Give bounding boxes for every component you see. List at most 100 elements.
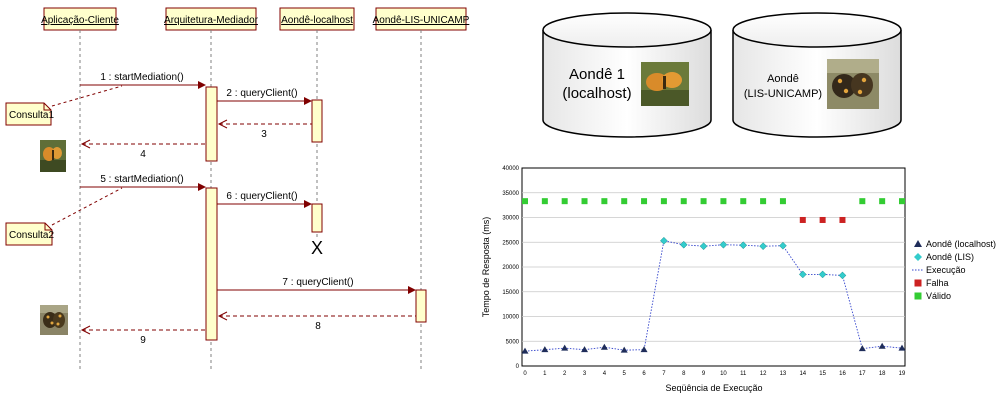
data-point-v-lido	[700, 198, 707, 205]
database-aonde-lis-unicamp: Aondê (LIS-UNICAMP)	[732, 12, 902, 138]
y-tick-label: 0	[516, 364, 520, 370]
data-point-v-lido	[561, 198, 568, 205]
data-point-aond-lis	[739, 241, 748, 250]
database-title: Aondê 1	[569, 66, 625, 83]
data-point-aond-localhost	[878, 342, 886, 349]
data-point-aond-lis	[679, 240, 688, 249]
database-subtitle: (localhost)	[562, 85, 631, 102]
x-tick-label: 0	[523, 371, 527, 377]
x-tick-label: 7	[662, 371, 666, 377]
message-3: 3	[217, 119, 312, 140]
brown-butterfly-photo	[40, 305, 68, 335]
orange-butterfly-photo	[40, 140, 66, 172]
brown-butterfly-photo	[827, 59, 879, 109]
message-label: 3	[261, 129, 267, 140]
data-point-aond-localhost	[858, 345, 866, 352]
legend-marker-aond-lis	[914, 253, 922, 261]
x-tick-label: 3	[583, 371, 587, 377]
data-point-aond-localhost	[620, 346, 628, 353]
x-tick-label: 16	[839, 371, 846, 377]
y-tick-label: 10000	[502, 315, 519, 321]
y-tick-label: 5000	[506, 339, 520, 345]
data-point-v-lido	[760, 198, 767, 205]
chart-series	[521, 198, 906, 354]
response-time-chart: 0 5000 10000 15000 20000 25000 30000 35000 40000…	[481, 166, 996, 393]
legend-marker-falha	[914, 279, 922, 287]
note-consulta1: Consulta1	[5, 85, 123, 126]
message-label: 1 : startMediation()	[100, 72, 183, 83]
data-point-v-lido	[541, 198, 548, 205]
lifeline-label: Arquitetura-Mediador	[164, 15, 259, 26]
message-9: 9	[80, 325, 206, 346]
x-tick-label: 17	[859, 371, 866, 377]
x-tick-label: 9	[702, 371, 706, 377]
message-8: 8	[217, 311, 416, 332]
legend-label: Falha	[926, 278, 949, 288]
chart-legend: Aondê (localhost) Aondê (LIS) Execução Falh…	[912, 239, 996, 301]
activation-bar	[205, 187, 218, 341]
y-tick-label: 40000	[502, 166, 519, 172]
data-point-aond-localhost	[521, 347, 529, 354]
y-tick-label: 15000	[502, 290, 519, 296]
message-label: 6 : queryClient()	[226, 191, 297, 202]
sequence-diagram: Aplicação-Cliente Arquitetura-Mediador A…	[5, 7, 470, 370]
x-tick-label: 6	[642, 371, 646, 377]
message-label: 2 : queryClient()	[226, 88, 297, 99]
data-point-aond-lis	[838, 271, 847, 280]
note-label: Consulta2	[9, 230, 54, 241]
x-tick-label: 10	[720, 371, 727, 377]
x-tick-label: 5	[623, 371, 627, 377]
data-point-v-lido	[581, 198, 588, 205]
x-axis-label: Seqüência de Execução	[665, 383, 762, 393]
x-tick-label: 8	[682, 371, 686, 377]
x-axis-ticks: 0 1 2 3 4 5 6 7 8 9 10 11 12 13 14 15 16 17 18 19	[523, 371, 906, 377]
y-tick-label: 25000	[502, 240, 519, 246]
data-point-falha	[819, 216, 826, 223]
data-point-v-lido	[720, 198, 727, 205]
data-point-aond-lis	[779, 241, 787, 250]
data-point-aond-lis	[818, 270, 827, 279]
message-2: 2 : queryClient()	[217, 88, 312, 105]
activation-bar	[311, 203, 323, 233]
y-tick-label: 30000	[502, 216, 519, 222]
data-point-v-lido	[621, 198, 628, 205]
activation-bar	[415, 289, 427, 323]
x-tick-label: 4	[603, 371, 607, 377]
lifeline-label: Aondê-LIS-UNICAMP	[373, 15, 470, 26]
data-point-v-lido	[879, 198, 886, 205]
legend-marker-v-lido	[914, 292, 922, 300]
legend-label: Válido	[926, 291, 951, 301]
database-title: Aondê	[767, 73, 799, 85]
lifeline-label: Aplicação-Cliente	[41, 15, 119, 26]
note-label: Consulta1	[9, 110, 54, 121]
data-point-v-lido	[522, 198, 528, 205]
message-4: 4	[80, 139, 206, 160]
x-tick-label: 1	[543, 371, 547, 377]
message-6: 6 : queryClient()	[217, 191, 312, 208]
x-tick-label: 2	[563, 371, 567, 377]
activation-bar	[311, 99, 323, 143]
x-tick-label: 18	[879, 371, 886, 377]
message-label: 5 : startMediation()	[100, 174, 183, 185]
data-point-v-lido	[680, 198, 687, 205]
data-point-aond-lis	[759, 242, 767, 251]
orange-butterfly-photo	[641, 62, 689, 106]
data-point-aond-localhost	[600, 343, 608, 350]
legend-marker-aond-localhost	[914, 240, 922, 247]
data-point-v-lido	[859, 198, 866, 205]
data-point-aond-localhost	[898, 344, 906, 351]
x-tick-label: 11	[740, 371, 747, 377]
data-point-v-lido	[601, 198, 608, 205]
legend-label: Execução	[926, 265, 966, 275]
data-point-v-lido	[641, 198, 648, 205]
data-point-aond-lis	[660, 236, 668, 245]
y-axis-label: Tempo de Resposta (ms)	[481, 217, 491, 318]
message-7: 7 : queryClient()	[217, 277, 416, 294]
data-point-aond-lis	[798, 270, 807, 279]
message-5: 5 : startMediation()	[80, 174, 206, 191]
x-tick-label: 12	[760, 371, 767, 377]
message-label: 7 : queryClient()	[282, 277, 353, 288]
y-axis-ticks: 0 5000 10000 15000 20000 25000 30000 35000 40000	[502, 166, 519, 370]
data-point-v-lido	[740, 198, 747, 205]
legend-label: Aondê (LIS)	[926, 252, 974, 262]
